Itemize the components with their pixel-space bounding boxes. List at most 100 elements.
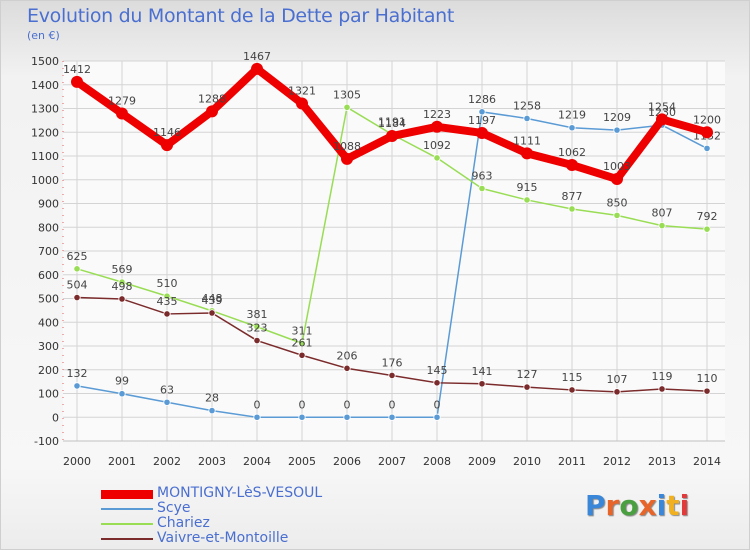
data-label: 963: [472, 170, 493, 183]
data-label: 1467: [243, 50, 271, 63]
data-point: [614, 212, 620, 218]
data-point: [251, 63, 263, 75]
data-point: [479, 185, 485, 191]
data-point: [569, 206, 575, 212]
data-point: [74, 294, 80, 300]
data-label: 850: [607, 196, 628, 209]
data-label: 176: [382, 356, 403, 369]
data-point: [704, 388, 710, 394]
data-point: [431, 121, 443, 133]
y-tick-label: 1200: [31, 126, 59, 139]
data-label: 0: [254, 398, 261, 411]
data-label: 0: [389, 398, 396, 411]
data-label: 63: [160, 383, 174, 396]
data-label: 625: [67, 250, 88, 263]
data-label: 1258: [513, 99, 541, 112]
x-tick-label: 2013: [648, 455, 676, 468]
data-point: [611, 173, 623, 185]
data-point: [704, 145, 710, 151]
x-tick-label: 2008: [423, 455, 451, 468]
data-label: 1209: [603, 111, 631, 124]
x-tick-label: 2009: [468, 455, 496, 468]
data-label: 504: [67, 279, 88, 292]
data-point: [614, 389, 620, 395]
data-label: 569: [112, 263, 133, 276]
proxiti-logo: Proxiti: [585, 489, 689, 522]
data-label: 115: [562, 371, 583, 384]
data-point: [704, 226, 710, 232]
x-tick-label: 2005: [288, 455, 316, 468]
data-point: [521, 147, 533, 159]
data-point: [569, 125, 575, 131]
data-label: 1223: [423, 108, 451, 121]
data-label: 1288: [198, 92, 226, 105]
y-tick-label: 1400: [31, 79, 59, 92]
data-label: 1088: [333, 140, 361, 153]
data-label: 1254: [648, 100, 676, 113]
legend-swatch: [101, 523, 153, 525]
legend-swatch: [101, 508, 153, 510]
data-label: 127: [517, 368, 538, 381]
data-point: [161, 139, 173, 151]
data-point: [74, 266, 80, 272]
data-point: [434, 380, 440, 386]
data-point: [614, 127, 620, 133]
legend-swatch: [101, 490, 153, 499]
y-tick-label: 700: [38, 245, 59, 258]
x-tick-label: 2011: [558, 455, 586, 468]
legend-item: Scye: [101, 501, 401, 516]
data-point: [656, 113, 668, 125]
y-tick-label: 900: [38, 198, 59, 211]
data-point: [116, 107, 128, 119]
y-tick-label: 1500: [31, 55, 59, 68]
data-label: 0: [299, 398, 306, 411]
data-point: [389, 414, 395, 420]
data-label: 915: [517, 181, 538, 194]
data-point: [659, 222, 665, 228]
data-point: [71, 76, 83, 88]
data-label: 1200: [693, 113, 721, 126]
y-tick-label: 1100: [31, 150, 59, 163]
data-point: [434, 155, 440, 161]
data-point: [659, 386, 665, 392]
legend-label: Chariez: [157, 515, 210, 531]
data-label: 145: [427, 364, 448, 377]
x-tick-label: 2000: [63, 455, 91, 468]
data-label: 1412: [63, 63, 91, 76]
data-point: [299, 414, 305, 420]
data-label: 1003: [603, 160, 631, 173]
y-tick-label: 600: [38, 269, 59, 282]
data-label: 510: [157, 277, 178, 290]
x-tick-label: 2014: [693, 455, 721, 468]
legend-item: Vaivre-et-Montoille: [101, 531, 401, 546]
x-tick-label: 2004: [243, 455, 271, 468]
data-point: [206, 105, 218, 117]
data-label: 1092: [423, 139, 451, 152]
data-label: 99: [115, 375, 129, 388]
data-point: [344, 365, 350, 371]
data-point: [524, 384, 530, 390]
x-tick-label: 2002: [153, 455, 181, 468]
x-tick-label: 2001: [108, 455, 136, 468]
data-label: 1111: [513, 134, 541, 147]
data-label: 439: [202, 294, 223, 307]
data-label: 1305: [333, 88, 361, 101]
y-tick-label: 0: [52, 411, 59, 424]
data-label: 1146: [153, 126, 181, 139]
data-label: 435: [157, 295, 178, 308]
data-point: [164, 399, 170, 405]
x-tick-label: 2012: [603, 455, 631, 468]
data-label: 141: [472, 365, 493, 378]
legend-swatch: [101, 538, 153, 540]
data-label: 1219: [558, 109, 586, 122]
data-label: 498: [112, 280, 133, 293]
data-point: [254, 414, 260, 420]
data-point: [386, 130, 398, 142]
data-point: [164, 311, 170, 317]
data-label: 807: [652, 207, 673, 220]
y-tick-label: 800: [38, 221, 59, 234]
data-point: [341, 153, 353, 165]
data-label: 28: [205, 392, 219, 405]
